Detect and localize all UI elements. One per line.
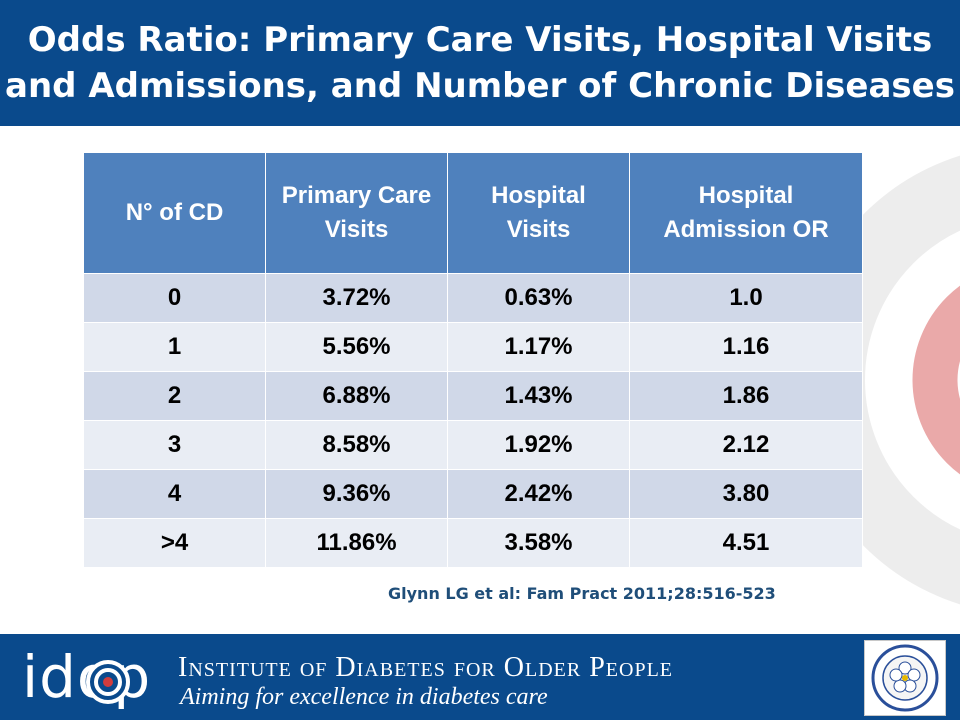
table-header-row: N° of CD Primary Care Visits Hospital Vi… (83, 152, 863, 274)
table-cell: 3.58% (447, 518, 630, 568)
table-cell: 1.0 (629, 273, 863, 323)
slide-header: Odds Ratio: Primary Care Visits, Hospita… (0, 0, 960, 126)
table-cell: 1 (83, 322, 266, 372)
table-cell: 5.56% (265, 322, 448, 372)
table-cell: >4 (83, 518, 266, 568)
table-row: 2 6.88% 1.43% 1.86 (83, 371, 863, 421)
table-row: 0 3.72% 0.63% 1.0 (83, 273, 863, 323)
table-cell: 1.43% (447, 371, 630, 421)
table-cell: 2 (83, 371, 266, 421)
table-cell: 1.17% (447, 322, 630, 372)
table-cell: 1.92% (447, 420, 630, 470)
odds-ratio-table-container: N° of CD Primary Care Visits Hospital Vi… (83, 152, 863, 568)
table-row: >4 11.86% 3.58% 4.51 (83, 518, 863, 568)
odds-ratio-table: N° of CD Primary Care Visits Hospital Vi… (83, 152, 863, 568)
table-cell: 11.86% (265, 518, 448, 568)
table-row: 1 5.56% 1.17% 1.16 (83, 322, 863, 372)
slide-title: Odds Ratio: Primary Care Visits, Hospita… (5, 20, 955, 106)
table-cell: 6.88% (265, 371, 448, 421)
table-cell: 3.80 (629, 469, 863, 519)
citation-text: Glynn LG et al: Fam Pract 2011;28:516-52… (388, 584, 776, 603)
table-cell: 9.36% (265, 469, 448, 519)
table-cell: 1.86 (629, 371, 863, 421)
table-cell: 0 (83, 273, 266, 323)
table-cell: 8.58% (265, 420, 448, 470)
association-seal-icon (864, 640, 946, 716)
table-cell: 0.63% (447, 273, 630, 323)
table-cell: 2.12 (629, 420, 863, 470)
target-logo-icon (86, 660, 130, 704)
header-cell-hospital-admission: Hospital Admission OR (629, 152, 863, 274)
table-cell: 4.51 (629, 518, 863, 568)
table-cell: 3.72% (265, 273, 448, 323)
header-cell-cd: N° of CD (83, 152, 266, 274)
header-cell-primary-care: Primary Care Visits (265, 152, 448, 274)
table-row: 3 8.58% 1.92% 2.12 (83, 420, 863, 470)
table-row: 4 9.36% 2.42% 3.80 (83, 469, 863, 519)
table-cell: 1.16 (629, 322, 863, 372)
table-cell: 4 (83, 469, 266, 519)
table-cell: 3 (83, 420, 266, 470)
header-cell-hospital-visits: Hospital Visits (447, 152, 630, 274)
table-cell: 2.42% (447, 469, 630, 519)
institute-tagline: Aiming for excellence in diabetes care (180, 684, 548, 710)
footer-bar (0, 634, 960, 720)
institute-name: Institute of Diabetes for Older People (178, 652, 673, 683)
